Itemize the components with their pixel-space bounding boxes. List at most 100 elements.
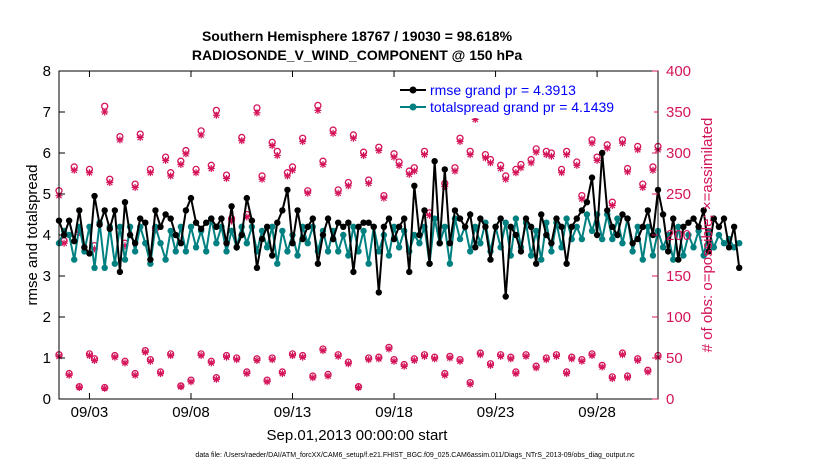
rmse-point <box>426 260 433 267</box>
obs-assimilated-marker <box>593 156 601 164</box>
rmse-point <box>543 231 550 239</box>
totalspread-point <box>532 227 540 235</box>
y-right-tick-label: 0 <box>666 391 674 408</box>
rmse-point <box>675 256 682 263</box>
obs-assimilated-stroke <box>121 359 129 366</box>
obs-assimilated-stroke <box>198 131 205 138</box>
obs-assimilated-stroke <box>604 145 611 152</box>
obs-assimilated-marker <box>167 172 175 180</box>
obs-assimilated-marker <box>481 154 489 162</box>
obs-assimilated-marker <box>65 371 73 379</box>
obs-assimilated-marker <box>116 136 124 144</box>
totalspread-point <box>512 215 520 222</box>
obs-assimilated-stroke <box>624 168 631 175</box>
rmse-point <box>644 207 652 214</box>
obs-assimilated-stroke <box>345 182 352 189</box>
rmse-point <box>502 293 509 300</box>
obs-assimilated-marker <box>476 351 484 359</box>
obs-assimilated-marker <box>177 383 185 391</box>
obs-assimilated-marker <box>486 159 494 167</box>
totalspread-point <box>345 252 352 259</box>
obs-assimilated-stroke <box>594 157 601 164</box>
rmse-point <box>121 199 129 206</box>
obs-assimilated-stroke <box>289 167 296 174</box>
totalspread-point <box>284 248 291 255</box>
y-right-tick-label: 300 <box>666 145 691 162</box>
obs-assimilated-marker <box>618 351 626 359</box>
rmse-point <box>436 240 443 247</box>
obs-assimilated-stroke <box>167 172 174 179</box>
obs-assimilated-marker <box>420 352 428 360</box>
obs-assimilated-stroke <box>269 356 276 363</box>
rmse-point <box>609 223 616 230</box>
obs-assimilated-stroke <box>264 378 271 385</box>
legend-rmse-marker <box>409 86 417 94</box>
obs-assimilated-marker <box>85 352 93 360</box>
obs-assimilated-marker <box>456 357 464 365</box>
totalspread-point <box>583 211 591 218</box>
x-tick-label: 09/23 <box>477 404 515 421</box>
obs-assimilated-marker <box>542 151 550 159</box>
rmse-point <box>568 223 575 230</box>
obs-assimilated-marker <box>568 355 576 363</box>
obs-assimilated-stroke <box>517 164 524 171</box>
rmse-point <box>65 217 73 224</box>
obs-assimilated-marker <box>502 175 510 183</box>
rmse-point <box>182 207 190 214</box>
totalspread-point <box>269 223 276 230</box>
obs-assimilated-marker <box>558 169 566 177</box>
rmse-point <box>466 211 474 218</box>
rmse-point <box>624 215 631 222</box>
obs-assimilated-marker <box>70 166 78 174</box>
obs-assimilated-marker <box>212 111 220 119</box>
totalspread-point <box>456 235 464 243</box>
obs-assimilated-stroke <box>208 165 215 172</box>
totalspread-point <box>573 223 580 230</box>
obs-assimilated-stroke <box>157 370 164 377</box>
totalspread-point <box>279 227 286 235</box>
totalspread-point <box>670 256 677 263</box>
obs-assimilated-stroke <box>243 370 250 377</box>
rmse-point <box>715 223 723 230</box>
obs-assimilated-stroke <box>380 195 387 202</box>
y-right-tick-label: 200 <box>666 227 691 244</box>
rmse-point <box>324 215 332 222</box>
totalspread-point <box>334 248 342 255</box>
totalspread-point <box>182 248 190 255</box>
obs-assimilated-marker <box>263 378 271 386</box>
obs-assimilated-stroke <box>512 169 519 176</box>
obs-assimilated-marker <box>578 195 586 203</box>
obs-assimilated-stroke <box>375 355 382 362</box>
obs-assimilated-marker <box>542 356 550 364</box>
obs-assimilated-stroke <box>289 352 296 359</box>
obs-assimilated-stroke <box>396 162 403 169</box>
y-left-tick-label: 4 <box>43 227 51 244</box>
obs-assimilated-marker <box>365 356 373 364</box>
x-tick-label: 09/03 <box>71 404 109 421</box>
totalspread-point <box>385 252 393 259</box>
obs-assimilated-marker <box>233 356 241 364</box>
obs-assimilated-marker <box>329 129 337 137</box>
rmse-point <box>532 260 540 267</box>
totalspread-point <box>350 223 357 230</box>
obs-assimilated-marker <box>441 371 449 379</box>
obs-possible-marker <box>101 102 109 110</box>
x-tick-label: 09/13 <box>274 404 312 421</box>
obs-assimilated-marker <box>355 384 362 392</box>
obs-assimilated-stroke <box>330 130 337 137</box>
obs-assimilated-stroke <box>548 153 555 160</box>
obs-assimilated-marker <box>563 370 571 378</box>
obs-assimilated-stroke <box>431 355 438 362</box>
totalspread-point <box>477 240 484 247</box>
obs-assimilated-marker <box>258 175 266 183</box>
obs-assimilated-marker <box>197 131 205 139</box>
obs-assimilated-stroke <box>132 372 139 379</box>
obs-assimilated-stroke <box>477 351 484 358</box>
obs-assimilated-stroke <box>375 147 382 154</box>
obs-assimilated-stroke <box>198 352 205 359</box>
y-right-tick-label: 150 <box>666 268 691 285</box>
obs-assimilated-stroke <box>391 154 398 161</box>
obs-assimilated-marker <box>466 380 474 388</box>
rmse-point <box>629 240 636 247</box>
rmse-point <box>213 223 220 230</box>
